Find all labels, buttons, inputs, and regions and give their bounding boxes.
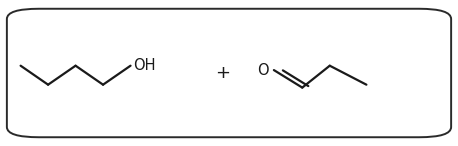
FancyBboxPatch shape <box>7 9 451 137</box>
Text: O: O <box>257 63 269 78</box>
Text: +: + <box>215 64 229 82</box>
Text: OH: OH <box>133 58 155 73</box>
